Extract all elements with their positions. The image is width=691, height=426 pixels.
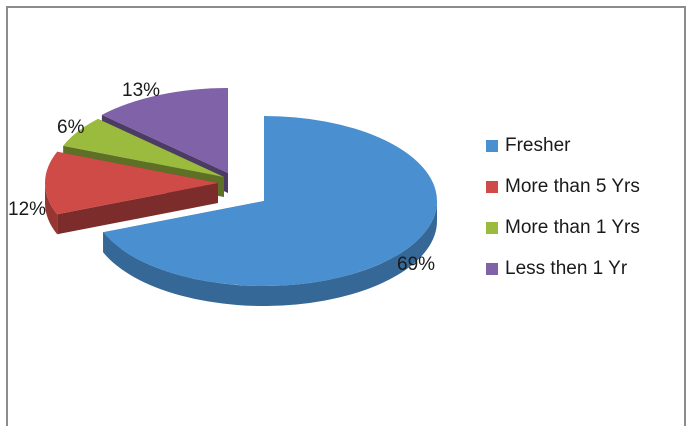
legend-label-more-than-1-yrs: More than 1 Yrs: [505, 217, 640, 238]
legend-swatch-more-than-1-yrs: [486, 222, 498, 234]
slice-top-more-than-1-yrs: [63, 118, 224, 177]
slice-side-more-than-5-yrs-0: [45, 183, 58, 235]
legend-item-more-than-1-yrs: More than 1 Yrs: [486, 217, 640, 238]
data-label-less-then-1-yr: 13%: [122, 80, 160, 101]
legend-swatch-fresher: [486, 140, 498, 152]
legend-item-less-then-1-yr: Less then 1 Yr: [486, 258, 640, 279]
legend-swatch-less-then-1-yr: [486, 263, 498, 275]
data-label-fresher: 69%: [397, 254, 435, 275]
slice-side-fresher-0: [103, 201, 437, 306]
data-label-more-than-1-yrs: 6%: [57, 117, 85, 138]
legend-swatch-more-than-5-yrs: [486, 181, 498, 193]
legend-label-fresher: Fresher: [505, 135, 571, 156]
pie-slice-more-than-5-yrs: [45, 151, 219, 235]
slice-top-less-then-1-yr: [101, 88, 228, 173]
legend: Fresher More than 5 Yrs More than 1 Yrs …: [486, 135, 640, 301]
legend-label-more-than-5-yrs: More than 5 Yrs: [505, 176, 640, 197]
legend-item-fresher: Fresher: [486, 135, 640, 156]
slice-top-fresher: [103, 116, 437, 286]
data-label-more-than-5-yrs: 12%: [8, 199, 46, 220]
legend-item-more-than-5-yrs: More than 5 Yrs: [486, 176, 640, 197]
legend-label-less-then-1-yr: Less then 1 Yr: [505, 258, 628, 279]
slice-wall-more-than-5-yrs-0: [57, 183, 218, 235]
pie-slice-fresher: [103, 116, 437, 306]
slice-top-more-than-5-yrs: [45, 151, 219, 215]
